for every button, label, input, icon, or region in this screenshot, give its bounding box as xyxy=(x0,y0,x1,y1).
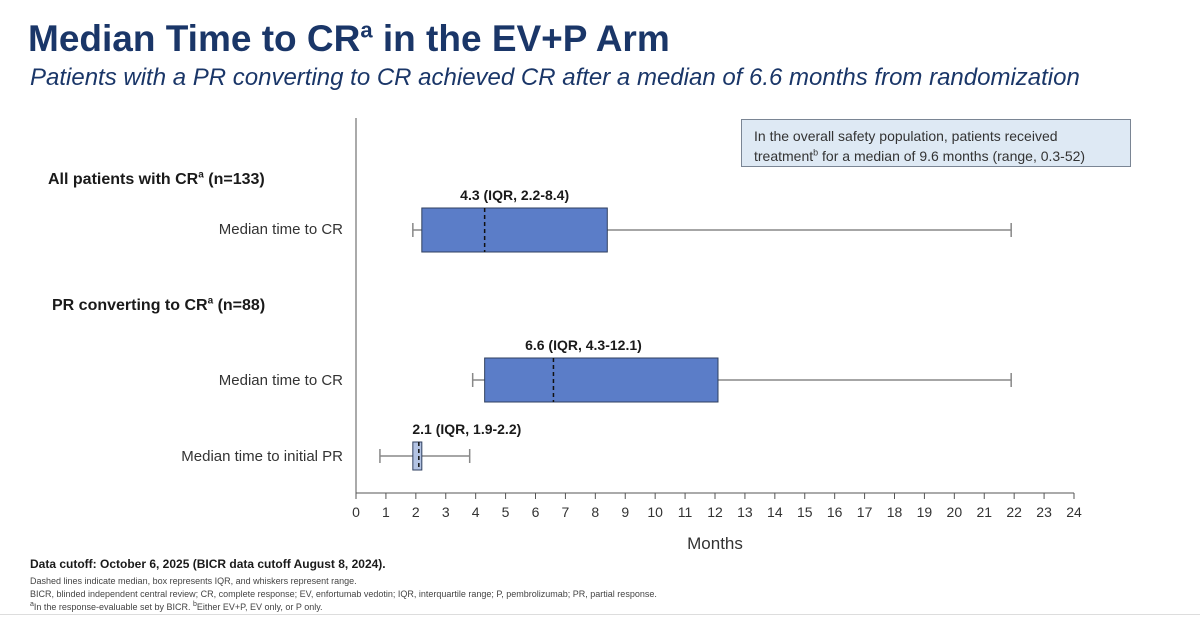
x-tick-label: 19 xyxy=(917,504,933,520)
x-tick-label: 9 xyxy=(621,504,629,520)
title-rest: in the EV+P Arm xyxy=(372,18,670,59)
x-tick-label: 15 xyxy=(797,504,813,520)
axis-layer: 0 1 2 3 4 5 6 7 8 9 10 11 12 13 14 15 16 17 18 19 20 21 22 23 24… xyxy=(352,118,1082,553)
x-tick-label: 13 xyxy=(737,504,753,520)
x-tick-label: 1 xyxy=(382,504,390,520)
x-tick-label: 8 xyxy=(591,504,599,520)
x-tick-label: 18 xyxy=(887,504,903,520)
title-text: Median Time to CR xyxy=(28,18,361,59)
group-label-suffix: (n=133) xyxy=(203,171,265,188)
x-tick-label: 17 xyxy=(857,504,873,520)
x-tick-label: 0 xyxy=(352,504,360,520)
group-label-suffix: (n=88) xyxy=(213,297,266,314)
x-tick-label: 2 xyxy=(412,504,420,520)
page-title: Median Time to CRa in the EV+P Arm xyxy=(28,18,670,60)
x-tick-label: 3 xyxy=(442,504,450,520)
x-tick-label: 10 xyxy=(647,504,663,520)
x-tick-label: 21 xyxy=(976,504,992,520)
group-label-sup: a xyxy=(207,295,214,307)
x-tick-label: 22 xyxy=(1006,504,1022,520)
row-label-cr-pr: Median time to CR xyxy=(218,372,343,389)
x-tick-label: 23 xyxy=(1036,504,1052,520)
footer-note-2: BICR, blinded independent central review… xyxy=(30,589,657,599)
title-superscript: a xyxy=(360,17,373,43)
group-label-text: All patients with CR xyxy=(48,171,199,188)
info-line-2-post: for a median of 9.6 months (range, 0.3-5… xyxy=(818,148,1086,164)
footer-note-3b: Either EV+P, EV only, or P only. xyxy=(196,602,323,612)
row-label-initial-pr: Median time to initial PR xyxy=(181,448,343,465)
box-plot-3: 2.1 (IQR, 1.9-2.2) xyxy=(379,421,521,471)
box-plot-1: 4.3 (IQR, 2.2-8.4) xyxy=(412,187,1012,253)
x-tick-label: 24 xyxy=(1066,504,1082,520)
iqr-box xyxy=(412,441,423,471)
group-label-pr-converting: PR converting to CRa (n=88) xyxy=(52,295,266,315)
x-tick-label: 5 xyxy=(502,504,510,520)
x-tick-label: 14 xyxy=(767,504,783,520)
group-label-all-patients: All patients with CRa (n=133) xyxy=(48,169,265,189)
x-axis-label: Months xyxy=(687,534,743,553)
x-tick-label: 16 xyxy=(827,504,843,520)
footer-note-3a: In the response-evaluable set by BICR. xyxy=(33,602,193,612)
x-tick-label: 6 xyxy=(532,504,540,520)
x-tick-label: 12 xyxy=(707,504,723,520)
iqr-box xyxy=(484,357,719,403)
footer-note-3: aIn the response-evaluable set by BICR. … xyxy=(30,601,323,612)
footer-cutoff: Data cutoff: October 6, 2025 (BICR data … xyxy=(30,557,386,571)
box-plot-2: 6.6 (IQR, 4.3-12.1) xyxy=(471,337,1012,403)
info-line-2-pre: treatment xyxy=(754,148,814,164)
box-layer: 4.3 (IQR, 2.2-8.4) 6.6 (IQR, 4.3-12.1) 2.1… xyxy=(379,187,1012,471)
x-tick-label: 20 xyxy=(947,504,963,520)
info-line-1: In the overall safety population, patien… xyxy=(754,128,1058,144)
footer-sup-b: b xyxy=(193,601,197,608)
x-tick-label: 4 xyxy=(472,504,480,520)
iqr-box xyxy=(421,207,608,253)
footer-sup-a: a xyxy=(30,601,34,608)
page-subtitle: Patients with a PR converting to CR achi… xyxy=(30,64,1080,91)
footer-note-1: Dashed lines indicate median, box repres… xyxy=(30,576,357,586)
x-tick-label: 11 xyxy=(678,504,693,520)
median-annotation: 4.3 (IQR, 2.2-8.4) xyxy=(460,187,569,203)
median-annotation: 2.1 (IQR, 1.9-2.2) xyxy=(412,421,521,437)
info-line-2-sup: b xyxy=(813,147,819,158)
info-box: In the overall safety population, patien… xyxy=(741,119,1131,167)
median-annotation: 6.6 (IQR, 4.3-12.1) xyxy=(525,337,642,353)
group-label-sup: a xyxy=(198,169,204,181)
row-label-cr-all: Median time to CR xyxy=(218,221,343,238)
group-label-text: PR converting to CR xyxy=(52,297,208,314)
info-line-2: treatmentb for a median of 9.6 months (r… xyxy=(754,146,1118,166)
bottom-divider xyxy=(0,614,1200,615)
x-tick-label: 7 xyxy=(562,504,570,520)
